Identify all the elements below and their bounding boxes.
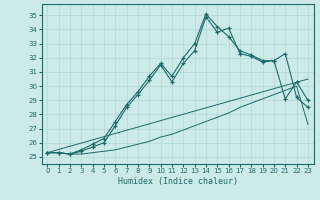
X-axis label: Humidex (Indice chaleur): Humidex (Indice chaleur) bbox=[118, 177, 237, 186]
